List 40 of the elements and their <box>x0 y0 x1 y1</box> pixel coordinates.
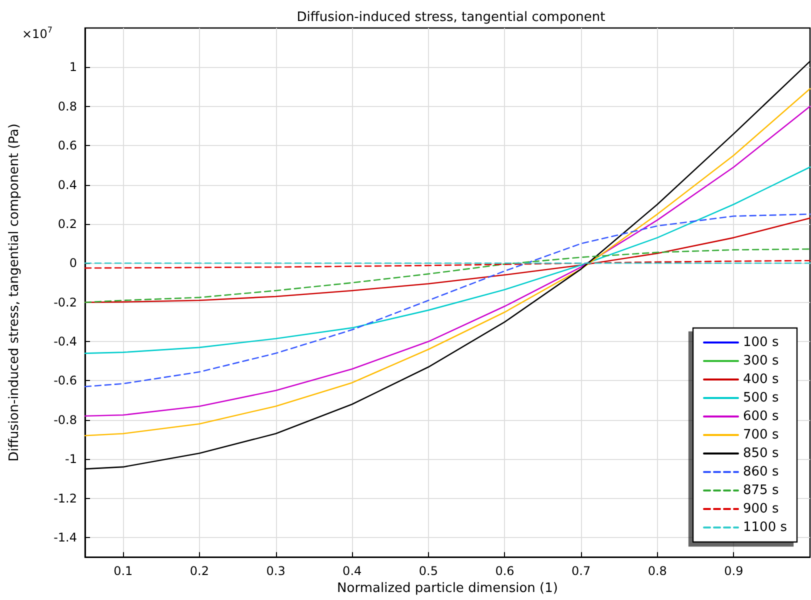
x-tick-label: 0.1 <box>114 564 133 578</box>
x-tick-label: 0.9 <box>724 564 744 578</box>
y-tick-label: -1 <box>65 452 77 466</box>
x-tick-label: 0.6 <box>495 564 514 578</box>
x-tick-label: 0.4 <box>342 564 362 578</box>
y-tick-label: 1 <box>69 60 77 74</box>
y-tick-label: -0.8 <box>54 412 77 427</box>
y-tick-label: 0.8 <box>58 99 77 114</box>
line-series <box>84 214 811 388</box>
y-tick-label: -1.2 <box>54 491 77 506</box>
legend-label: 850 s <box>743 446 779 461</box>
line-series <box>84 260 811 269</box>
y-tick-label: 0 <box>69 256 77 270</box>
legend-label: 100 s <box>743 335 779 350</box>
y-tick-label: -1.4 <box>54 530 77 545</box>
legend-label: 700 s <box>743 428 779 442</box>
x-tick-label: 0.2 <box>190 564 210 578</box>
line-series <box>84 248 811 303</box>
legend-label: 500 s <box>743 390 779 406</box>
y-tick-label: 0.6 <box>58 138 77 153</box>
x-tick-label: 0.7 <box>572 564 591 578</box>
legend-label: 860 s <box>743 464 779 480</box>
chart-title: Diffusion-induced stress, tangential component <box>296 10 606 25</box>
legend-label: 1100 s <box>743 520 788 535</box>
y-tick-label: 0.2 <box>58 216 77 231</box>
legend-label: 600 s <box>743 409 779 424</box>
y-tick-label: -0.2 <box>54 295 77 310</box>
y-tick-label: -0.6 <box>54 374 77 388</box>
x-tick-label: 0.8 <box>648 564 667 578</box>
legend-label: 400 s <box>743 372 779 387</box>
legend-label: 900 s <box>743 502 779 516</box>
x-axis-title: Normalized particle dimension (1) <box>337 581 558 596</box>
y-tick-label: 0.4 <box>58 178 77 192</box>
legend-label: 875 s <box>743 483 779 498</box>
y-tick-label: -0.4 <box>54 334 77 349</box>
x-tick-label: 0.5 <box>418 564 438 578</box>
x-tick-label: 0.3 <box>266 564 286 578</box>
line-series <box>84 166 811 354</box>
legend-label: 300 s <box>743 354 779 368</box>
y-axis-title: Diffusion-induced stress, tangential component (Pa) <box>7 124 22 462</box>
